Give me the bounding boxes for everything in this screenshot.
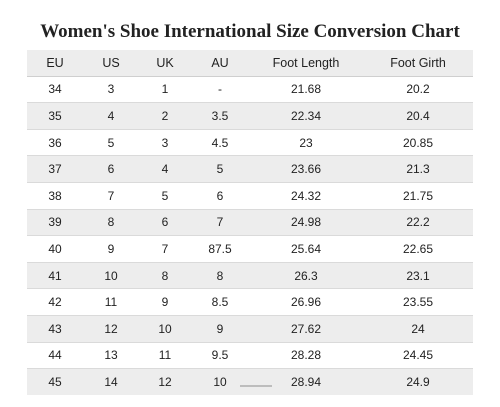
- cell-au: 87.5: [191, 235, 249, 263]
- table-row: 34 3 1-21.68 20.2: [27, 76, 473, 104]
- cell-au: 10: [213, 374, 227, 389]
- cell-uk: 8: [139, 262, 191, 290]
- cell-foot-length: 23.66: [249, 155, 363, 183]
- cell-foot-girth: 22.2: [363, 209, 473, 237]
- table-row: 40 9 7 87.5 25.64 22.65: [27, 235, 473, 263]
- cell-us: 14: [104, 374, 118, 389]
- cell-us: 5: [83, 129, 139, 157]
- table-row: 45 14 12 10 28.94 24.9: [27, 368, 473, 395]
- cell-eu: 35: [27, 102, 83, 130]
- table-row: 41 10 8 8 26.3 23.1: [27, 262, 473, 290]
- cell-uk: 2: [139, 102, 191, 130]
- cell-foot-length: 28.94: [290, 374, 322, 389]
- scroll-indicator: [240, 385, 272, 387]
- cell-foot-length: 21.68: [249, 76, 363, 104]
- cell-uk: 7: [139, 235, 191, 263]
- cell-au: 9: [191, 315, 249, 343]
- cell-us: 7: [83, 182, 139, 210]
- cell-eu: 40: [27, 235, 83, 263]
- cell-us: 9: [83, 235, 139, 263]
- cell-eu: 39: [27, 209, 83, 237]
- header-us: US: [83, 50, 139, 77]
- cell-au: 4.5: [191, 129, 249, 157]
- cell-eu: 37: [27, 155, 83, 183]
- cell-eu: 34: [27, 76, 83, 104]
- cell-uk: 4: [139, 155, 191, 183]
- cell-us: 10: [83, 262, 139, 290]
- table-row: 36 5 3 4.5 23 20.85: [27, 129, 473, 157]
- cell-us: 8: [83, 209, 139, 237]
- cell-foot-girth: 20.2: [363, 76, 473, 104]
- cell-foot-length: 22.34: [249, 102, 363, 130]
- cell-au: 5: [191, 155, 249, 183]
- cell-uk: 6: [139, 209, 191, 237]
- header-foot-length: Foot Length: [249, 50, 363, 77]
- header-uk: UK: [139, 50, 191, 77]
- header-au: AU: [191, 50, 249, 77]
- cell-eu: 44: [27, 342, 83, 370]
- cell-au: 6: [191, 182, 249, 210]
- cell-foot-girth: 20.85: [363, 129, 473, 157]
- cell-us: 12: [83, 315, 139, 343]
- cell-uk: 12: [158, 374, 172, 389]
- cell-au: 3.5: [191, 102, 249, 130]
- cell-us: 11: [83, 288, 139, 316]
- cell-foot-girth: 21.3: [363, 155, 473, 183]
- header-eu: EU: [27, 50, 83, 77]
- cell-foot-girth: 24: [363, 315, 473, 343]
- cell-uk: 5: [139, 182, 191, 210]
- cell-foot-girth: 22.65: [363, 235, 473, 263]
- cell-foot-length: 25.64: [249, 235, 363, 263]
- cell-eu: 43: [27, 315, 83, 343]
- cell-au: 9.5: [191, 342, 249, 370]
- table-header-row: EU US UK AU Foot Length Foot Girth: [27, 50, 473, 77]
- table-row: 42 11 9 8.5 26.96 23.55: [27, 288, 473, 316]
- size-conversion-table: EU US UK AU Foot Length Foot Girth 34 3 1-…: [27, 50, 473, 395]
- cell-eu: 36: [27, 129, 83, 157]
- cell-eu: 42: [27, 288, 83, 316]
- cell-foot-girth: 21.75: [363, 182, 473, 210]
- cell-foot-length: 27.62: [249, 315, 363, 343]
- cell-foot-girth: 23.55: [363, 288, 473, 316]
- cell-foot-length: 26.3: [249, 262, 363, 290]
- cell-au: 8.5: [191, 288, 249, 316]
- cell-eu: 41: [27, 262, 83, 290]
- cell-foot-length: 23: [249, 129, 363, 157]
- cell-foot-girth: 24.45: [363, 342, 473, 370]
- cell-uk: 9: [139, 288, 191, 316]
- cell-us: 4: [83, 102, 139, 130]
- header-foot-girth: Foot Girth: [363, 50, 473, 77]
- cell-us: 13: [83, 342, 139, 370]
- cell-au: -: [191, 76, 249, 104]
- table-row: 38 7 5 6 24.32 21.75: [27, 182, 473, 210]
- cell-foot-length: 24.32: [249, 182, 363, 210]
- cell-uk: 3: [139, 129, 191, 157]
- cell-eu: 38: [27, 182, 83, 210]
- cell-foot-length: 28.28: [249, 342, 363, 370]
- cell-uk: 10: [139, 315, 191, 343]
- cell-au: 7: [191, 209, 249, 237]
- table-row: 37 6 4 5 23.66 21.3: [27, 155, 473, 183]
- cell-uk: 11: [139, 342, 191, 370]
- table-row: 39 8 6 7 24.98 22.2: [27, 209, 473, 237]
- cell-foot-girth: 20.4: [363, 102, 473, 130]
- table-row: 44 13 11 9.5 28.28 24.45: [27, 342, 473, 370]
- cell-au: 8: [191, 262, 249, 290]
- cell-foot-length: 24.98: [249, 209, 363, 237]
- table-body: 34 3 1-21.68 20.2 35 4 2 3.5 22.34 20.4 36 5 3 4.5 23 2…: [27, 76, 473, 395]
- table-row: 35 4 2 3.5 22.34 20.4: [27, 102, 473, 130]
- cell-us: 3: [83, 76, 139, 104]
- cell-foot-length: 26.96: [249, 288, 363, 316]
- table-row: 43 12 10 9 27.62 24: [27, 315, 473, 343]
- cell-foot-girth: 24.9: [406, 374, 430, 389]
- cell-uk: 1: [139, 76, 191, 104]
- page-title: Women's Shoe International Size Conversi…: [40, 20, 460, 42]
- cell-foot-girth: 23.1: [363, 262, 473, 290]
- cell-us: 6: [83, 155, 139, 183]
- cell-eu: 45: [48, 374, 62, 389]
